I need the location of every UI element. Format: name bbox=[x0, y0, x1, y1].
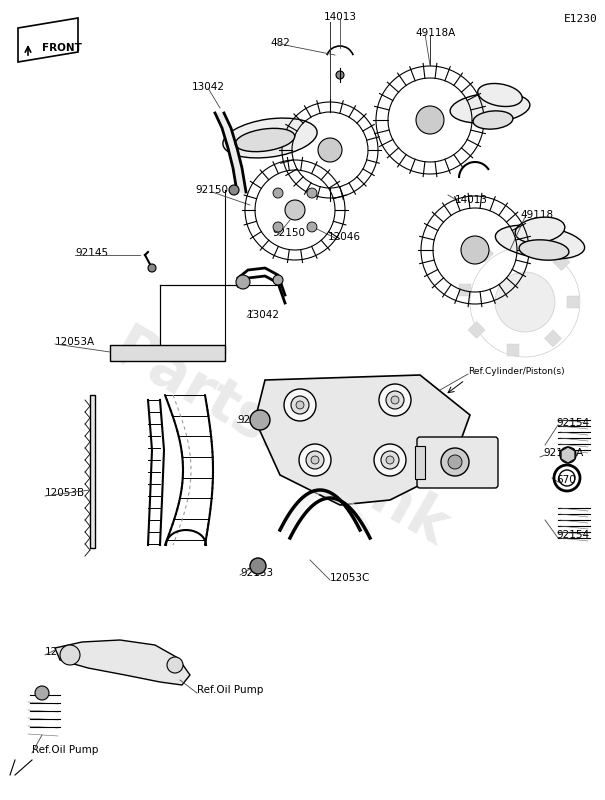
Text: 482: 482 bbox=[270, 38, 290, 48]
Text: 11061: 11061 bbox=[430, 468, 463, 478]
Polygon shape bbox=[255, 375, 470, 505]
Ellipse shape bbox=[473, 111, 513, 129]
Ellipse shape bbox=[223, 118, 317, 158]
Polygon shape bbox=[561, 447, 575, 463]
Bar bbox=[468, 322, 485, 338]
Circle shape bbox=[374, 444, 406, 476]
Bar bbox=[507, 344, 519, 356]
Circle shape bbox=[318, 138, 342, 162]
Text: 92150: 92150 bbox=[272, 228, 305, 238]
Ellipse shape bbox=[235, 128, 295, 152]
Text: E1230: E1230 bbox=[564, 14, 598, 24]
Circle shape bbox=[495, 272, 555, 332]
Text: 670: 670 bbox=[556, 475, 576, 485]
Text: 14013: 14013 bbox=[324, 12, 356, 22]
Text: 92057: 92057 bbox=[237, 415, 270, 425]
Ellipse shape bbox=[450, 93, 530, 123]
Polygon shape bbox=[55, 640, 190, 685]
Circle shape bbox=[273, 275, 283, 285]
Text: 49118A: 49118A bbox=[415, 28, 455, 38]
Circle shape bbox=[461, 236, 489, 264]
Circle shape bbox=[386, 456, 394, 464]
Ellipse shape bbox=[478, 83, 522, 106]
Text: 12053: 12053 bbox=[45, 647, 78, 657]
Circle shape bbox=[273, 188, 283, 198]
Circle shape bbox=[167, 657, 183, 673]
Text: 92153: 92153 bbox=[240, 568, 273, 578]
Text: 92153A: 92153A bbox=[543, 448, 583, 458]
Text: 13042: 13042 bbox=[247, 310, 280, 320]
Circle shape bbox=[299, 444, 331, 476]
Bar bbox=[544, 330, 561, 347]
Text: 92150: 92150 bbox=[195, 185, 229, 195]
Ellipse shape bbox=[515, 217, 565, 243]
Circle shape bbox=[441, 448, 469, 476]
Text: 12053C: 12053C bbox=[330, 573, 370, 583]
Circle shape bbox=[306, 451, 324, 469]
Circle shape bbox=[273, 222, 283, 232]
Text: Ref.Oil Pump: Ref.Oil Pump bbox=[32, 745, 99, 755]
Circle shape bbox=[35, 686, 49, 700]
Polygon shape bbox=[90, 395, 95, 548]
Bar bbox=[553, 254, 570, 270]
Bar bbox=[110, 345, 225, 361]
Circle shape bbox=[250, 410, 270, 430]
Bar bbox=[477, 245, 494, 262]
Text: PartsRednk: PartsRednk bbox=[102, 321, 458, 559]
Polygon shape bbox=[18, 18, 78, 62]
Text: 92154: 92154 bbox=[556, 530, 589, 540]
Circle shape bbox=[311, 456, 319, 464]
Circle shape bbox=[336, 71, 344, 79]
Circle shape bbox=[379, 384, 411, 416]
Text: 12053B: 12053B bbox=[45, 488, 85, 498]
Circle shape bbox=[307, 222, 317, 232]
Circle shape bbox=[250, 558, 266, 574]
Text: FRONT: FRONT bbox=[42, 43, 82, 53]
Text: 49118: 49118 bbox=[520, 210, 553, 220]
Circle shape bbox=[148, 264, 156, 272]
Text: Ref.Cylinder/Piston(s): Ref.Cylinder/Piston(s) bbox=[468, 367, 564, 376]
Circle shape bbox=[381, 451, 399, 469]
Circle shape bbox=[236, 275, 250, 289]
Bar bbox=[519, 236, 531, 248]
Text: 14013: 14013 bbox=[455, 195, 488, 205]
Ellipse shape bbox=[519, 240, 569, 260]
Ellipse shape bbox=[495, 225, 584, 259]
Circle shape bbox=[307, 188, 317, 198]
Circle shape bbox=[560, 447, 576, 463]
Circle shape bbox=[448, 455, 462, 469]
Bar bbox=[415, 446, 425, 479]
Text: Ref.Oil Pump: Ref.Oil Pump bbox=[197, 685, 263, 695]
Circle shape bbox=[60, 645, 80, 665]
Text: 12048: 12048 bbox=[467, 440, 500, 450]
Text: 12053A: 12053A bbox=[55, 337, 95, 347]
Bar bbox=[567, 296, 579, 308]
Text: 92154: 92154 bbox=[556, 418, 589, 428]
FancyBboxPatch shape bbox=[417, 437, 498, 488]
Circle shape bbox=[391, 396, 399, 404]
Circle shape bbox=[296, 401, 304, 409]
Bar bbox=[459, 284, 471, 296]
Circle shape bbox=[285, 200, 305, 220]
Text: 12046: 12046 bbox=[328, 232, 361, 242]
Circle shape bbox=[291, 396, 309, 414]
Circle shape bbox=[386, 391, 404, 409]
Circle shape bbox=[229, 185, 239, 195]
Text: 92145: 92145 bbox=[75, 248, 108, 258]
Text: 13042: 13042 bbox=[192, 82, 224, 92]
Circle shape bbox=[416, 106, 444, 134]
Circle shape bbox=[284, 389, 316, 421]
